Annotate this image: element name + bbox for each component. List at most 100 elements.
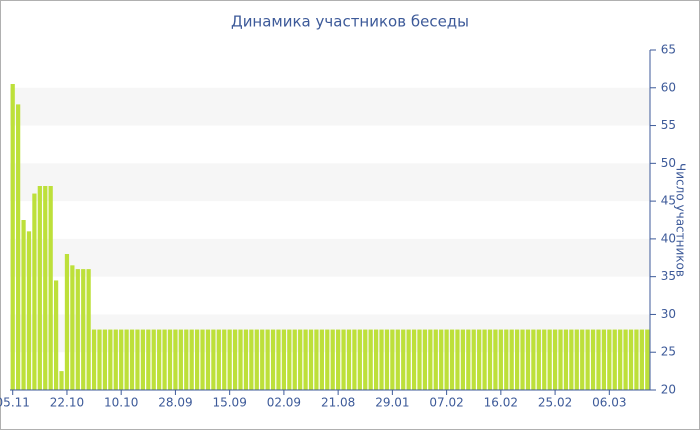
bar [444,329,449,390]
x-tick-label: 07.02 [429,396,463,410]
bar [455,329,460,390]
bar [531,329,536,390]
bar [97,329,102,390]
y-tick-label: 65 [661,43,676,57]
bar [504,329,509,390]
bar [162,329,167,390]
grid-band [10,163,650,202]
bar [48,186,53,390]
bar [460,329,465,390]
bar [487,329,493,390]
bar [254,329,259,390]
bar [466,329,471,390]
bar [157,329,162,390]
bar [520,329,525,390]
bar [91,329,97,390]
x-tick-label: 10.10 [104,396,138,410]
bar [336,329,341,390]
bar [270,329,276,390]
bar [368,329,373,390]
bar [75,269,80,390]
bar [515,329,520,390]
bar [53,280,59,390]
bar [607,329,612,390]
x-tick-label: 28.09 [158,396,192,410]
bar [26,231,32,390]
x-tick-label: 06.03 [592,396,626,410]
y-axis-label: Число участников [674,163,688,277]
bar [281,329,287,390]
x-tick-label: 02.09 [267,396,301,410]
bar [265,329,270,390]
grid-band [10,87,650,126]
bar [379,329,384,390]
bar [108,329,113,390]
x-tick-label: 21.08 [321,396,355,410]
bar [276,329,281,390]
bar [238,329,243,390]
x-tick-label: 15.09 [212,396,246,410]
x-tick-label: 16.02 [484,396,518,410]
bar [129,329,135,390]
bar [222,329,227,390]
bar [173,329,178,390]
bar [16,104,21,391]
y-tick-label: 30 [661,307,676,321]
bar [113,329,118,390]
bar [612,329,617,390]
bar [585,329,590,390]
bar [569,329,574,390]
bar [574,329,579,390]
bar [167,329,173,390]
x-tick-label: 25.02 [538,396,572,410]
x-tick-label: 29.01 [375,396,409,410]
bar [634,329,639,390]
bar [352,329,357,390]
bar [547,329,552,390]
bar [401,329,406,390]
bar [260,329,265,390]
bar [384,329,390,390]
bar [10,84,15,390]
y-tick-label: 60 [661,80,676,94]
y-tick-label: 40 [661,231,676,245]
y-tick-label: 45 [661,194,676,208]
bar [195,329,200,390]
bar [86,269,91,390]
bar [346,329,352,390]
bar [211,329,216,390]
bar [422,329,428,390]
bar [37,186,42,390]
bar [189,329,194,390]
bar [43,186,48,390]
bar [227,329,232,390]
bar [81,269,86,390]
y-tick-label: 20 [661,383,676,397]
bar [325,329,330,390]
bar [601,329,607,390]
y-tick-label: 25 [661,345,676,359]
bar [298,329,303,390]
bar [428,329,433,390]
bar [124,329,129,390]
bar [558,329,563,390]
bar [232,329,238,390]
bar [314,329,319,390]
bar [482,329,487,390]
bar [330,329,335,390]
bar [552,329,558,390]
bar [140,329,145,390]
bar [303,329,308,390]
bar [308,329,314,390]
bar [287,329,292,390]
grid-band [10,238,650,277]
bar [70,265,75,390]
bar [292,329,297,390]
bar [639,329,644,390]
bar [64,254,70,390]
bar [493,329,498,390]
bar [417,329,422,390]
bar [32,193,37,390]
bar [471,329,476,390]
bar [373,329,379,390]
